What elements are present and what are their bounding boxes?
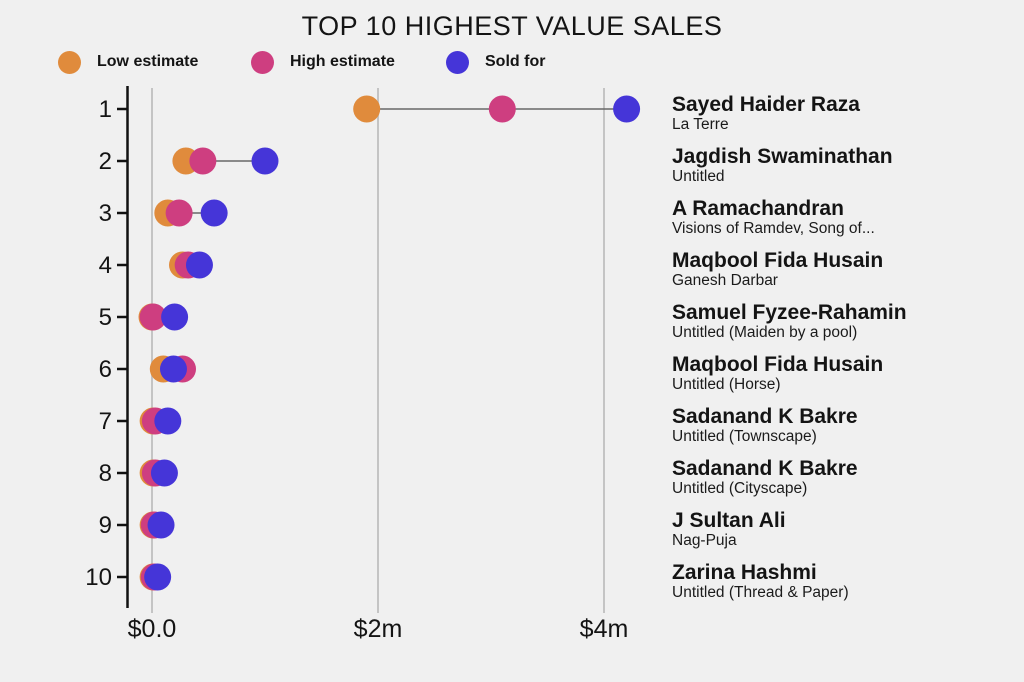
artist-name: Maqbool Fida Husain [672, 353, 884, 376]
rank-label: 10 [85, 564, 112, 591]
rank-label: 4 [99, 252, 112, 279]
rank-label: 3 [99, 200, 112, 227]
row-label: Samuel Fyzee-Rahamin Untitled (Maiden by … [672, 301, 1024, 342]
artist-name: Maqbool Fida Husain [672, 249, 884, 272]
row-label: J Sultan Ali Nag-Puja [672, 509, 1024, 550]
work-title: Untitled (Thread & Paper) [672, 584, 849, 601]
high-estimate-dot [139, 303, 167, 331]
row-label: Sadanand K Bakre Untitled (Cityscape) [672, 457, 1024, 498]
rank-label: 1 [99, 96, 112, 123]
sold-for-dot [154, 407, 182, 435]
row-label: Maqbool Fida Husain Ganesh Darbar [672, 249, 1024, 290]
rank-label: 7 [99, 408, 112, 435]
work-title: Ganesh Darbar [672, 272, 778, 289]
work-title: Untitled (Townscape) [672, 428, 817, 445]
legend-item-low-estimate: Low estimate [58, 49, 198, 75]
x-tick-label: $2m [354, 615, 403, 643]
work-title: Untitled (Cityscape) [672, 480, 808, 497]
legend: Low estimate High estimate Sold for [0, 49, 1024, 75]
high-estimate-dot [165, 199, 193, 227]
sold-for-dot [159, 355, 187, 383]
artist-name: Jagdish Swaminathan [672, 145, 893, 168]
row-label: Maqbool Fida Husain Untitled (Horse) [672, 353, 1024, 394]
legend-label: High estimate [290, 53, 395, 70]
work-title: Untitled [672, 168, 725, 185]
rank-label: 2 [99, 148, 112, 175]
artist-name: Zarina Hashmi [672, 561, 817, 584]
legend-item-sold-for: Sold for [446, 49, 545, 75]
high-estimate-dot [189, 147, 217, 175]
row-label: Zarina Hashmi Untitled (Thread & Paper) [672, 561, 1024, 602]
rank-label: 9 [99, 512, 112, 539]
x-tick-label: $4m [580, 615, 629, 643]
artist-name: Sadanand K Bakre [672, 405, 858, 428]
row-label: Jagdish Swaminathan Untitled [672, 145, 1024, 186]
rank-label: 5 [99, 304, 112, 331]
legend-label: Sold for [485, 53, 546, 70]
work-title: Nag-Puja [672, 532, 737, 549]
artist-name: Sayed Haider Raza [672, 93, 860, 116]
row-label: A Ramachandran Visions of Ramdev, Song of… [672, 197, 1024, 238]
rank-label: 8 [99, 460, 112, 487]
high-estimate-dot-icon [251, 50, 274, 74]
sold-for-dot [161, 303, 189, 331]
sold-for-dot [185, 251, 213, 279]
low-estimate-dot-icon [58, 50, 81, 74]
work-title: Visions of Ramdev, Song of... [672, 220, 875, 237]
row-label: Sayed Haider Raza La Terre [672, 93, 1024, 134]
legend-label: Low estimate [97, 53, 199, 70]
sold-for-dot [150, 459, 178, 487]
row-label: Sadanand K Bakre Untitled (Townscape) [672, 405, 1024, 446]
sold-for-dot [147, 511, 175, 539]
page-title: TOP 10 HIGHEST VALUE SALES [301, 11, 723, 41]
sold-for-dot [144, 563, 172, 591]
work-title: Untitled (Maiden by a pool) [672, 324, 858, 341]
work-title: Untitled (Horse) [672, 376, 781, 393]
x-tick-label: $0.0 [128, 615, 177, 643]
sold-for-dot [613, 95, 641, 123]
work-title: La Terre [672, 116, 729, 133]
artist-name: J Sultan Ali [672, 509, 786, 532]
row-labels: Sayed Haider Raza La Terre Jagdish Swamina… [672, 0, 1022, 682]
sold-for-dot [200, 199, 228, 227]
sold-for-dot-icon [446, 50, 469, 74]
artist-name: Samuel Fyzee-Rahamin [672, 301, 907, 324]
artist-name: A Ramachandran [672, 197, 844, 220]
rank-label: 6 [99, 356, 112, 383]
high-estimate-dot [488, 95, 516, 123]
legend-item-high-estimate: High estimate [251, 49, 395, 75]
sold-for-dot [251, 147, 279, 175]
low-estimate-dot [353, 95, 381, 123]
artist-name: Sadanand K Bakre [672, 457, 858, 480]
